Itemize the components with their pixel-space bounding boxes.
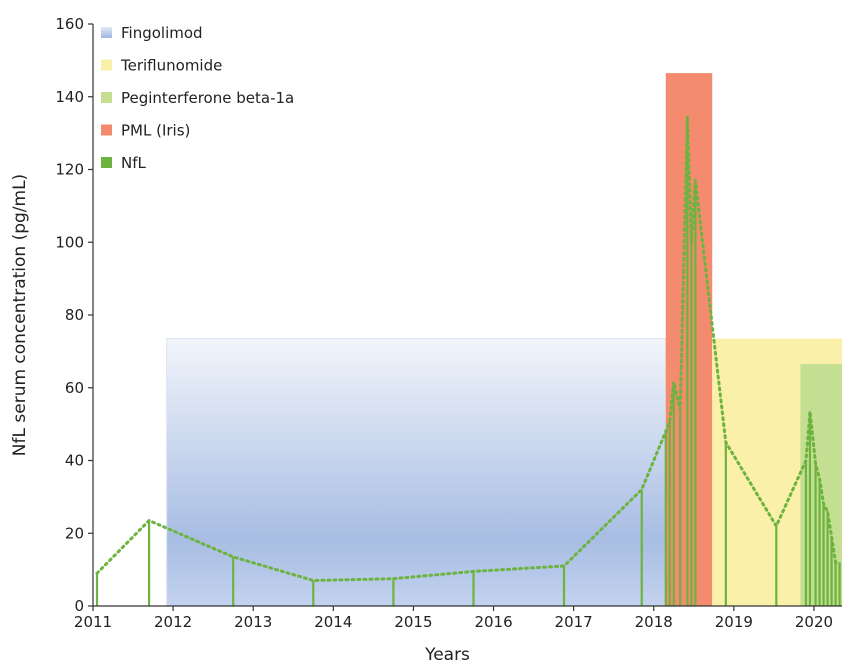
legend-swatch-1	[101, 59, 112, 71]
y-tick-label-160: 160	[55, 15, 84, 33]
x-tick-label-2013: 2013	[234, 613, 272, 631]
x-tick-label-2011: 2011	[74, 613, 112, 631]
nfl-trend-line	[95, 115, 842, 582]
x-tick-label-2018: 2018	[635, 613, 673, 631]
legend-label-2: Peginterferone beta-1a	[121, 89, 294, 107]
y-tick-label-80: 80	[65, 306, 84, 324]
period-fingolimod	[166, 338, 667, 607]
legend-label-0: Fingolimod	[121, 24, 203, 42]
legend: Fingolimod Teriflunomide Peginterferone be…	[101, 24, 294, 172]
y-tick-label-140: 140	[55, 88, 84, 106]
y-tick-label-100: 100	[55, 233, 84, 251]
y-tick-label-60: 60	[65, 379, 84, 397]
treatment-periods	[166, 73, 842, 607]
x-axis-title: Years	[424, 645, 470, 665]
axes: 0 20 40 60 80 100 120 140 160 2011 2012 2013 2014 201…	[55, 15, 842, 631]
nfl-bars	[95, 116, 841, 606]
nfl-trend-path	[95, 115, 842, 582]
x-tick-label-2017: 2017	[555, 613, 593, 631]
x-tick-label-2019: 2019	[715, 613, 753, 631]
legend-label-1: Teriflunomide	[120, 57, 222, 75]
legend-swatch-0	[101, 27, 112, 38]
x-tick-label-2014: 2014	[314, 613, 352, 631]
x-tick-label-2016: 2016	[474, 613, 512, 631]
x-tick-label-2020: 2020	[795, 613, 833, 631]
legend-label-3: PML (Iris)	[121, 122, 190, 140]
x-tick-label-2012: 2012	[154, 613, 192, 631]
legend-label-4: NfL	[121, 154, 147, 172]
y-axis-title: NfL serum concentration (pg/mL)	[10, 174, 30, 456]
legend-swatch-4	[101, 157, 112, 168]
y-tick-label-40: 40	[65, 452, 84, 470]
x-tick-label-2015: 2015	[394, 613, 432, 631]
y-tick-label-120: 120	[55, 161, 84, 179]
y-tick-label-20: 20	[65, 524, 84, 542]
y-tick-label-0: 0	[74, 597, 84, 615]
legend-swatch-3	[101, 124, 112, 136]
legend-swatch-2	[101, 92, 112, 103]
